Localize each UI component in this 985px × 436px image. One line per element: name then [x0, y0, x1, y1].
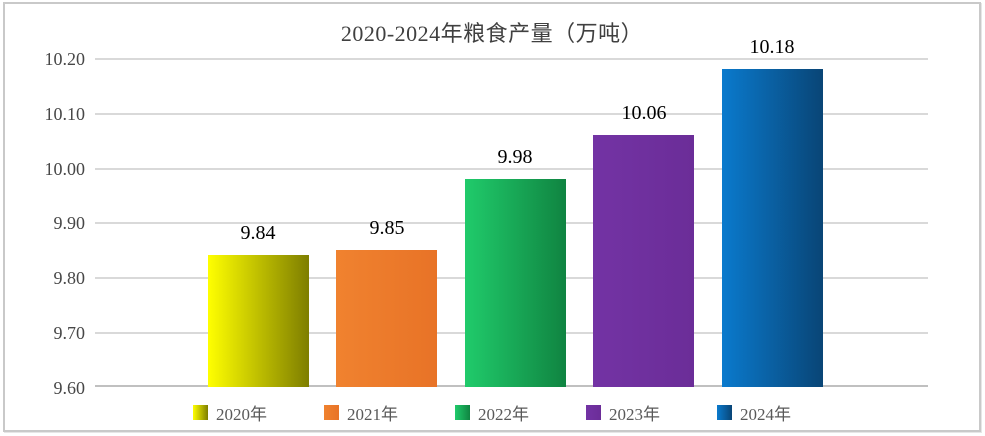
y-axis-label-10.10: 10.10: [44, 104, 86, 124]
bar-2022年: [465, 179, 566, 387]
chart-title: 2020-2024年粮食产量（万吨）: [340, 21, 644, 46]
legend-item-2023年: 2023年: [586, 400, 660, 425]
bar-2020年: [208, 255, 309, 387]
legend-label-2023年: 2023年: [609, 404, 660, 424]
plot-area: 9.84 9.85 9.98 10.06 10.18: [95, 36, 928, 387]
legend-item-2024年: 2024年: [717, 400, 791, 425]
y-axis-label-9.90: 9.90: [53, 213, 86, 233]
data-label-2021年: 9.85: [369, 217, 405, 239]
gridline-10.10: [95, 113, 928, 115]
legend-swatch-2024年: [717, 404, 732, 420]
data-label-2020年: 9.84: [240, 222, 276, 244]
legend-swatch-2022年: [455, 404, 470, 420]
data-label-2023年: 10.06: [621, 102, 667, 124]
data-label-2022年: 9.98: [497, 146, 533, 168]
legend-item-2020年: 2020年: [193, 400, 267, 425]
legend-item-2022年: 2022年: [455, 400, 529, 425]
legend-swatch-2020年: [193, 404, 208, 420]
y-axis-label-10.20: 10.20: [44, 49, 86, 69]
legend-swatch-2021年: [324, 404, 339, 420]
data-label-2024年: 10.18: [749, 36, 795, 58]
legend: 2020年 2021年 2022年 2023年 2024年: [5, 397, 979, 427]
legend-item-2021年: 2021年: [324, 400, 398, 425]
bar-2021年: [336, 250, 437, 387]
y-axis-label-10.00: 10.00: [44, 159, 86, 179]
legend-swatch-2023年: [586, 404, 601, 420]
bar-2023年: [593, 135, 694, 387]
bar-2024年: [722, 69, 823, 387]
gridline-10.00: [95, 168, 928, 170]
legend-label-2021年: 2021年: [347, 404, 398, 424]
y-axis-label-9.70: 9.70: [53, 323, 86, 343]
legend-label-2024年: 2024年: [740, 404, 791, 424]
chart-card: 2020-2024年粮食产量（万吨） 9.60 9.70 9.80 9.90 10.00…: [3, 2, 981, 432]
legend-label-2022年: 2022年: [478, 404, 529, 424]
legend-label-2020年: 2020年: [216, 404, 267, 424]
y-axis-label-9.80: 9.80: [53, 268, 86, 288]
y-axis-label-9.60: 9.60: [53, 378, 86, 398]
gridline-10.20: [95, 58, 928, 60]
